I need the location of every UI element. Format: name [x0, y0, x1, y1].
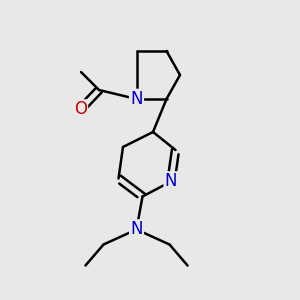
Text: N: N [130, 90, 143, 108]
Text: O: O [74, 100, 87, 118]
Text: N: N [165, 172, 177, 190]
Text: N: N [130, 220, 143, 238]
